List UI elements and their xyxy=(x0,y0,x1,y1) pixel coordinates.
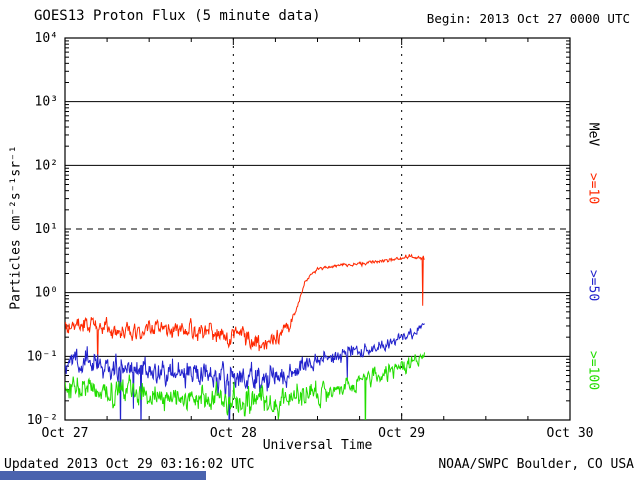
y-axis-label: Particles cm⁻²s⁻¹sr⁻¹ xyxy=(8,145,24,310)
updated-timestamp: Updated 2013 Oct 29 03:16:02 UTC xyxy=(4,457,255,472)
svg-text:10³: 10³ xyxy=(35,95,58,110)
credit-text: NOAA/SWPC Boulder, CO USA xyxy=(438,457,634,472)
x-axis-label: Universal Time xyxy=(262,438,373,453)
legend-ge10mev-label: >=10 xyxy=(585,172,601,205)
svg-text:10⁻¹: 10⁻¹ xyxy=(27,349,58,364)
svg-text:Oct 27: Oct 27 xyxy=(42,426,89,441)
svg-text:10⁰: 10⁰ xyxy=(35,286,58,301)
svg-text:10⁴: 10⁴ xyxy=(35,31,58,46)
svg-text:10¹: 10¹ xyxy=(35,222,58,237)
begin-timestamp: Begin: 2013 Oct 27 0000 UTC xyxy=(426,11,630,26)
svg-text:Oct 29: Oct 29 xyxy=(378,426,425,441)
svg-text:Oct 28: Oct 28 xyxy=(210,426,257,441)
svg-text:10²: 10² xyxy=(35,158,58,173)
bottom-bar xyxy=(0,471,206,480)
svg-text:10⁻²: 10⁻² xyxy=(27,413,58,428)
chart-title: GOES13 Proton Flux (5 minute data) xyxy=(34,8,321,24)
legend-ge100mev-label: >=100 xyxy=(585,350,601,391)
svg-text:Oct 30: Oct 30 xyxy=(547,426,594,441)
legend-ge50mev-label: >=50 xyxy=(585,269,601,302)
